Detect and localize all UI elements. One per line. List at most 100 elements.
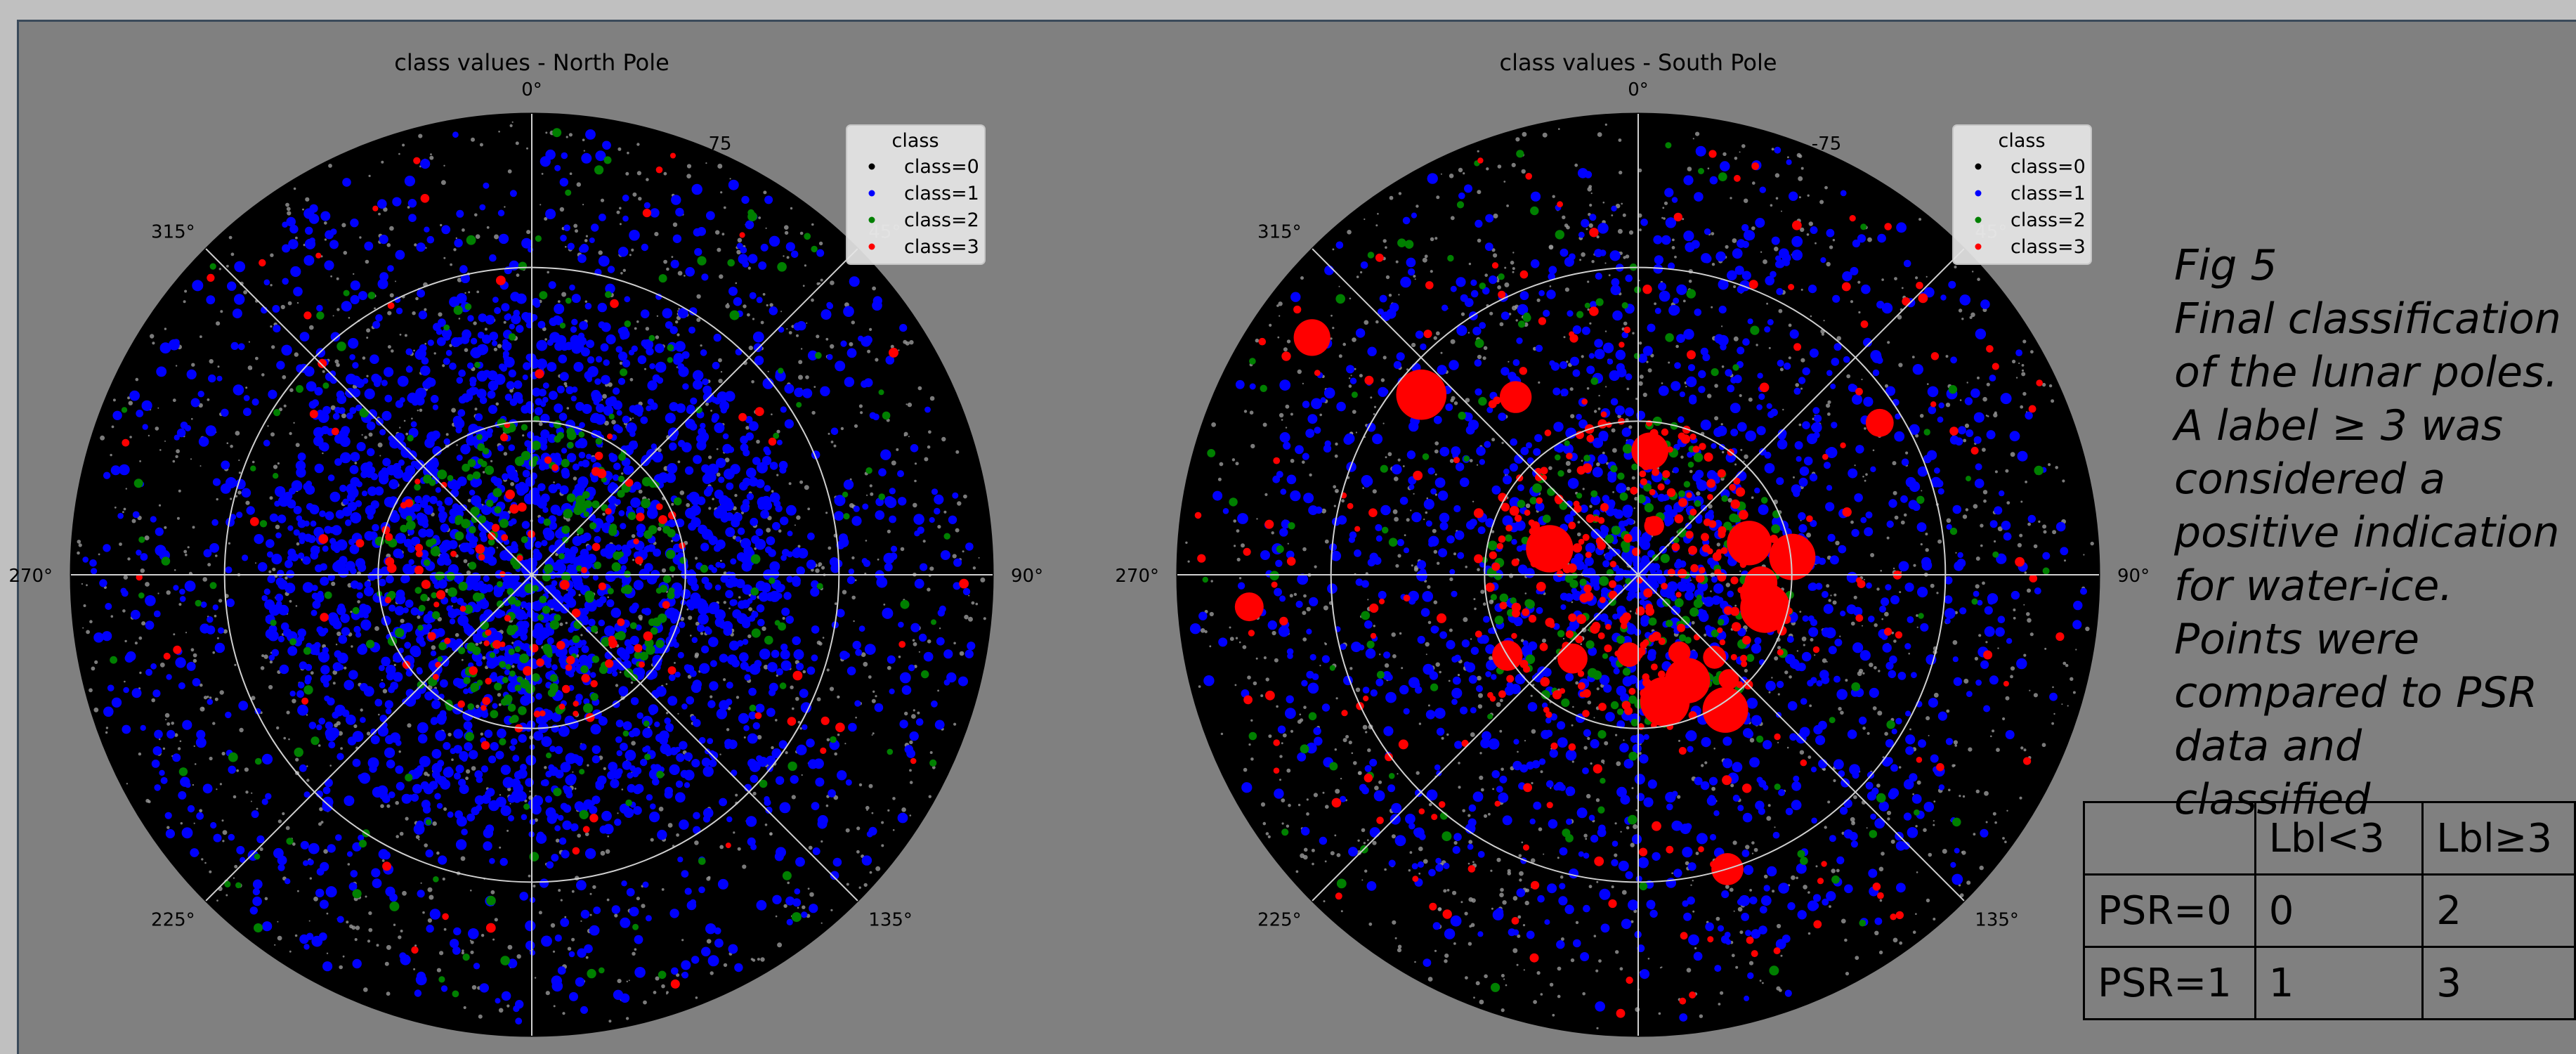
- surface-speckle: [442, 364, 445, 367]
- surface-speckle: [275, 524, 280, 530]
- scatter-point-class-1: [262, 921, 273, 932]
- surface-speckle: [786, 256, 790, 259]
- scatter-point-class-2: [587, 968, 596, 979]
- scatter-point-class-1: [303, 366, 315, 377]
- scatter-point-class-2: [546, 753, 552, 759]
- surface-speckle: [278, 408, 283, 412]
- surface-speckle: [285, 202, 289, 207]
- scatter-point-class-3: [754, 407, 764, 417]
- scatter-point-class-2: [804, 233, 811, 240]
- surface-speckle: [245, 790, 249, 794]
- scatter-point-class-2: [414, 483, 421, 491]
- surface-speckle: [495, 402, 499, 406]
- scatter-point-class-1: [297, 628, 307, 637]
- scatter-point-class-1: [578, 654, 589, 665]
- scatter-point-class-1: [727, 654, 738, 665]
- surface-speckle: [2005, 469, 2009, 473]
- scatter-point-class-1: [580, 347, 590, 357]
- scatter-point-class-1: [708, 750, 716, 757]
- scatter-point-class-1: [555, 769, 564, 779]
- surface-speckle: [506, 829, 509, 832]
- scatter-point-class-2: [474, 361, 480, 368]
- surface-speckle: [1286, 824, 1290, 828]
- scatter-point-class-2: [750, 554, 761, 564]
- surface-speckle: [1255, 657, 1258, 660]
- surface-speckle: [710, 410, 712, 412]
- scatter-point-class-1: [209, 542, 219, 553]
- scatter-point-class-1: [876, 576, 888, 588]
- surface-speckle: [216, 788, 218, 790]
- scatter-point-class-1: [493, 587, 504, 598]
- surface-speckle: [499, 846, 502, 849]
- scatter-point-class-2: [466, 642, 476, 652]
- scatter-point-class-2: [782, 871, 792, 880]
- scatter-point-class-3: [670, 979, 680, 989]
- surface-speckle: [1385, 456, 1387, 459]
- surface-speckle: [127, 396, 131, 400]
- scatter-point-class-1: [438, 855, 447, 865]
- scatter-point-class-1: [207, 616, 214, 623]
- scatter-point-class-2: [477, 458, 484, 465]
- surface-speckle: [1440, 351, 1443, 354]
- surface-speckle: [341, 223, 346, 228]
- scatter-point-class-1: [724, 622, 730, 628]
- scatter-point-class-1: [686, 696, 695, 705]
- scatter-point-class-1: [340, 613, 350, 623]
- scatter-point-class-1: [616, 410, 622, 416]
- scatter-point-class-1: [82, 557, 89, 563]
- surface-speckle: [1571, 760, 1574, 763]
- surface-speckle: [1629, 610, 1632, 613]
- scatter-point-class-1: [948, 515, 957, 524]
- scatter-point-class-1: [555, 405, 563, 413]
- surface-speckle: [368, 174, 371, 177]
- scatter-point-class-1: [593, 398, 600, 405]
- scatter-point-class-1: [370, 728, 377, 735]
- scatter-point-class-1: [325, 886, 337, 898]
- surface-speckle: [166, 590, 171, 595]
- surface-speckle: [830, 441, 834, 443]
- surface-speckle: [1484, 974, 1488, 979]
- scatter-point-class-3: [384, 597, 392, 604]
- scatter-point-class-1: [497, 445, 504, 452]
- scatter-point-class-1: [759, 649, 771, 660]
- surface-speckle: [1234, 545, 1236, 547]
- surface-speckle: [2055, 466, 2058, 469]
- scatter-point-class-1: [618, 247, 629, 257]
- surface-speckle: [1577, 521, 1581, 523]
- scatter-point-class-2: [296, 385, 303, 393]
- surface-speckle: [565, 384, 568, 388]
- scatter-point-class-3: [478, 554, 485, 561]
- surface-speckle: [336, 277, 339, 280]
- surface-speckle: [1744, 198, 1748, 203]
- surface-speckle: [853, 620, 855, 623]
- surface-speckle: [1623, 739, 1625, 741]
- surface-speckle: [226, 264, 229, 268]
- surface-speckle: [420, 882, 422, 884]
- scatter-point-class-1: [554, 934, 562, 942]
- surface-speckle: [429, 155, 434, 160]
- surface-speckle: [219, 783, 222, 786]
- scatter-point-class-1: [899, 720, 908, 729]
- legend-marker: [868, 216, 875, 223]
- surface-speckle: [2017, 542, 2022, 548]
- surface-speckle: [687, 675, 692, 679]
- surface-speckle: [544, 766, 547, 769]
- surface-speckle: [881, 844, 884, 847]
- surface-speckle: [368, 432, 373, 437]
- scatter-point-class-1: [107, 684, 115, 691]
- surface-speckle: [360, 708, 363, 712]
- scatter-point-class-1: [275, 486, 286, 497]
- surface-speckle: [330, 405, 336, 410]
- scatter-point-class-1: [815, 777, 825, 787]
- scatter-point-class-1: [952, 492, 959, 499]
- scatter-point-class-1: [740, 443, 749, 452]
- scatter-point-class-1: [463, 721, 473, 731]
- surface-speckle: [681, 939, 684, 942]
- surface-speckle: [573, 223, 578, 228]
- scatter-point-class-1: [643, 563, 653, 572]
- scatter-point-class-1: [848, 568, 855, 575]
- scatter-point-class-2: [447, 475, 454, 481]
- surface-speckle: [892, 829, 895, 831]
- scatter-point-class-1: [553, 813, 559, 819]
- surface-speckle: [2048, 384, 2053, 388]
